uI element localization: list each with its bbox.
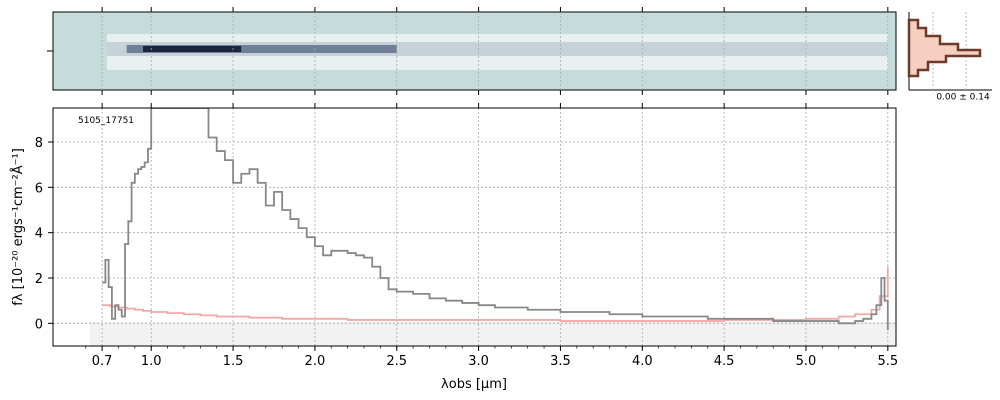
trace-bright xyxy=(126,45,397,53)
object-id-label: 5105_17751 xyxy=(78,116,134,126)
series-group xyxy=(102,108,889,331)
y-tick-label: 6 xyxy=(35,181,43,196)
x-tick-label: 4.0 xyxy=(632,354,653,369)
y-axis-label: fλ [10⁻²⁰ ergs⁻¹cm⁻²Å⁻¹] xyxy=(10,148,26,306)
y-tick-label: 4 xyxy=(35,227,43,242)
hist-annotation: 0.00 ± 0.14 xyxy=(936,93,990,103)
grid-lines xyxy=(53,12,896,346)
histogram-panel: 0.00 ± 0.14 xyxy=(907,12,992,103)
x-tick-label: 1.0 xyxy=(141,354,162,369)
series-line xyxy=(102,266,889,322)
x-tick-label: 0.7 xyxy=(92,354,113,369)
spectrum-2d-trace xyxy=(107,34,888,70)
x-axis-label: λobs [μm] xyxy=(441,377,507,392)
spectrum-2d-panel xyxy=(47,11,897,91)
y-tick-label: 2 xyxy=(35,272,43,287)
trace-peak xyxy=(143,46,242,52)
x-tick-label: 5.0 xyxy=(796,354,817,369)
plot-area xyxy=(53,108,896,346)
plot-frame xyxy=(52,107,897,347)
spectrum-1d-panel: 0.7 1.0 1.5 2.0 2.5 3.0 3.5 4.0 4.5 5.0 5.5 02468 … xyxy=(10,7,898,392)
y-tick-label: 8 xyxy=(35,136,43,151)
x-tick-label: 5.5 xyxy=(877,354,898,369)
x-tick-label: 2.5 xyxy=(386,354,407,369)
series-line xyxy=(102,108,889,331)
x-tick-label: 2.0 xyxy=(305,354,326,369)
x-tick-label: 4.5 xyxy=(714,354,735,369)
x-tick-label: 3.0 xyxy=(468,354,489,369)
x-tick-label: 1.5 xyxy=(223,354,244,369)
y-ticks: 0 2 4 6 8 xyxy=(35,136,53,332)
hist-bars xyxy=(907,18,982,78)
x-tick-label: 3.5 xyxy=(550,354,571,369)
y-tick-label: 0 xyxy=(35,317,43,332)
shade-region xyxy=(90,322,896,346)
